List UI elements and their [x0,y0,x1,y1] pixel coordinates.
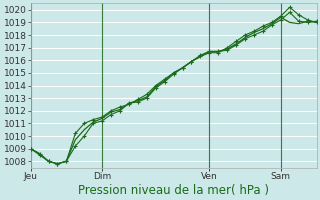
X-axis label: Pression niveau de la mer( hPa ): Pression niveau de la mer( hPa ) [78,184,269,197]
